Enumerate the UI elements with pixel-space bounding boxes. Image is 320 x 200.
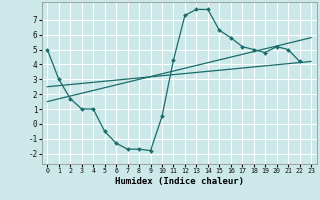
X-axis label: Humidex (Indice chaleur): Humidex (Indice chaleur) (115, 177, 244, 186)
